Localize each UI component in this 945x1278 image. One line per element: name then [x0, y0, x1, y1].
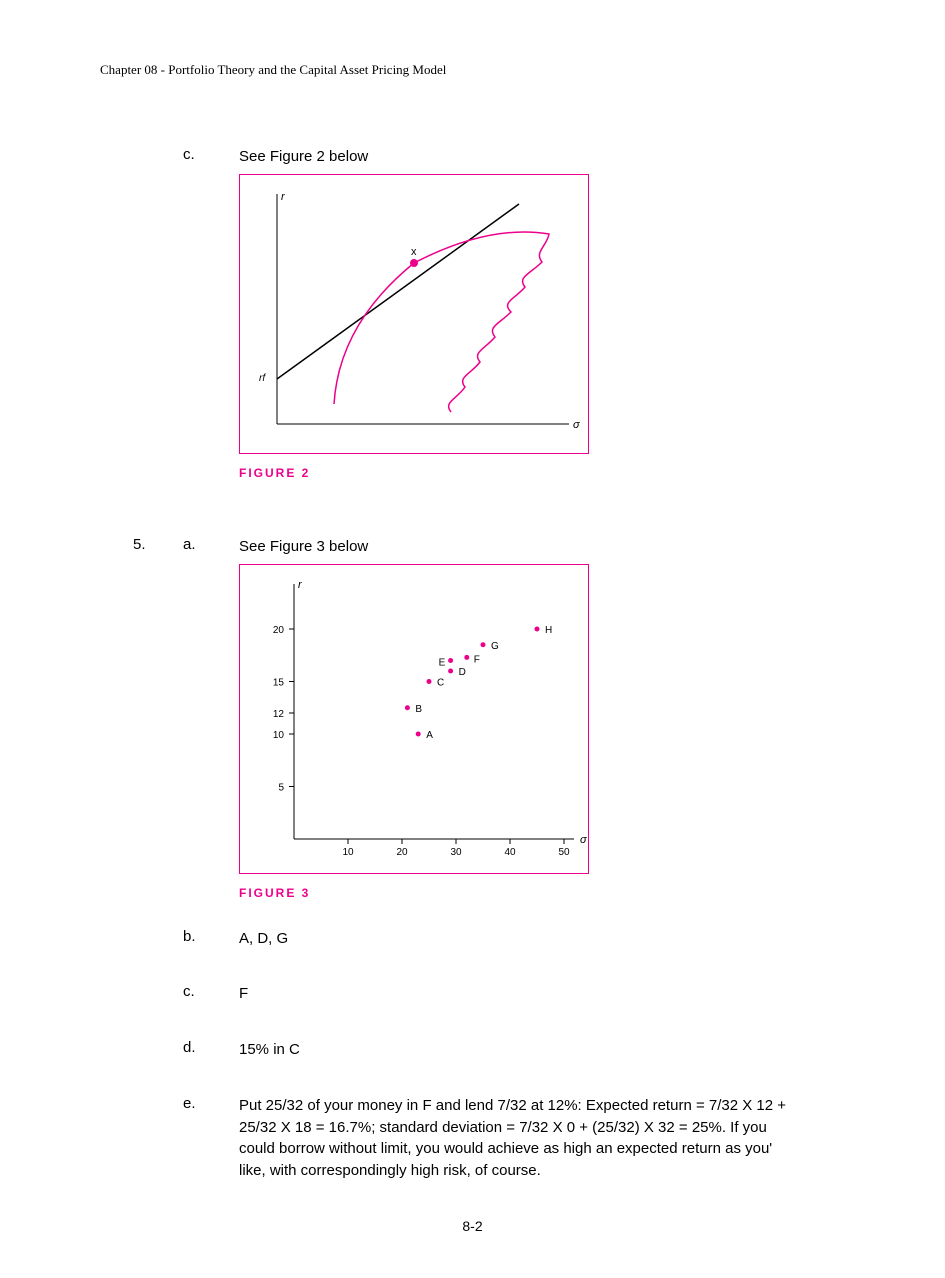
q-num-blank-e: [133, 1095, 183, 1188]
question-5-group: 5. a. See Figure 3 below rσ5101215201020…: [133, 536, 845, 1188]
svg-text:40: 40: [504, 847, 516, 858]
figure-3-caption: FIGURE 3: [239, 886, 845, 900]
svg-text:E: E: [439, 657, 446, 668]
svg-text:x: x: [411, 246, 417, 258]
figure-3-svg: rσ5101215201020304050ABCDEFGH: [239, 564, 589, 874]
svg-text:A: A: [426, 730, 433, 741]
question-prev-group: c. See Figure 2 below rrfσx FIGURE 2: [133, 146, 845, 480]
svg-text:20: 20: [273, 625, 285, 636]
svg-text:50: 50: [558, 847, 570, 858]
answer-5b-text: A, D, G: [239, 928, 845, 950]
answer-prev-c-row: c. See Figure 2 below rrfσx FIGURE 2: [133, 146, 845, 480]
answer-5b-row: b. A, D, G: [133, 928, 845, 956]
answer-5c-text: F: [239, 983, 845, 1005]
sub-letter-e: e.: [183, 1095, 239, 1188]
sub-letter-b: b.: [183, 928, 239, 956]
sub-letter-a: a.: [183, 536, 239, 900]
svg-text:B: B: [415, 703, 422, 714]
svg-text:20: 20: [396, 847, 408, 858]
svg-text:H: H: [545, 625, 552, 636]
svg-text:σ: σ: [573, 419, 580, 431]
figure-2-svg: rrfσx: [239, 174, 589, 454]
q-num-blank-b: [133, 928, 183, 956]
svg-text:10: 10: [273, 730, 285, 741]
q-num-blank-c: [133, 983, 183, 1011]
page: Chapter 08 - Portfolio Theory and the Ca…: [0, 0, 945, 1278]
q-num-blank-d: [133, 1039, 183, 1067]
figure-2-wrap: rrfσx FIGURE 2: [239, 174, 845, 480]
q-num-5: 5.: [133, 536, 183, 900]
svg-text:15: 15: [273, 677, 285, 688]
answer-5e-text: Put 25/32 of your money in F and lend 7/…: [239, 1095, 799, 1182]
sub-letter-c2: c.: [183, 983, 239, 1011]
svg-text:10: 10: [342, 847, 354, 858]
sub-letter-d: d.: [183, 1039, 239, 1067]
answer-5d-body: 15% in C: [239, 1039, 845, 1067]
answer-5e-row: e. Put 25/32 of your money in F and lend…: [133, 1095, 845, 1188]
svg-text:G: G: [491, 640, 499, 651]
answer-5c-row: c. F: [133, 983, 845, 1011]
answer-5d-row: d. 15% in C: [133, 1039, 845, 1067]
svg-text:12: 12: [273, 709, 285, 720]
sub-letter-c: c.: [183, 146, 239, 480]
figure-2-caption: FIGURE 2: [239, 466, 845, 480]
figure-3-wrap: rσ5101215201020304050ABCDEFGH FIGURE 3: [239, 564, 845, 900]
svg-text:F: F: [474, 654, 480, 665]
svg-text:σ: σ: [580, 834, 587, 846]
svg-text:5: 5: [278, 782, 284, 793]
answer-5a-body: See Figure 3 below rσ5101215201020304050…: [239, 536, 845, 900]
svg-text:D: D: [459, 667, 466, 678]
answer-5e-body: Put 25/32 of your money in F and lend 7/…: [239, 1095, 845, 1188]
answer-5b-body: A, D, G: [239, 928, 845, 956]
svg-text:30: 30: [450, 847, 462, 858]
answer-5a-row: 5. a. See Figure 3 below rσ5101215201020…: [133, 536, 845, 900]
page-number: 8-2: [0, 1218, 945, 1234]
answer-prev-c-text: See Figure 2 below: [239, 146, 845, 168]
answer-5a-text: See Figure 3 below: [239, 536, 845, 558]
chapter-header: Chapter 08 - Portfolio Theory and the Ca…: [100, 62, 845, 78]
answer-5d-text: 15% in C: [239, 1039, 845, 1061]
svg-text:C: C: [437, 677, 444, 688]
q-num-blank: [133, 146, 183, 480]
answer-prev-c-body: See Figure 2 below rrfσx FIGURE 2: [239, 146, 845, 480]
answer-5c-body: F: [239, 983, 845, 1011]
